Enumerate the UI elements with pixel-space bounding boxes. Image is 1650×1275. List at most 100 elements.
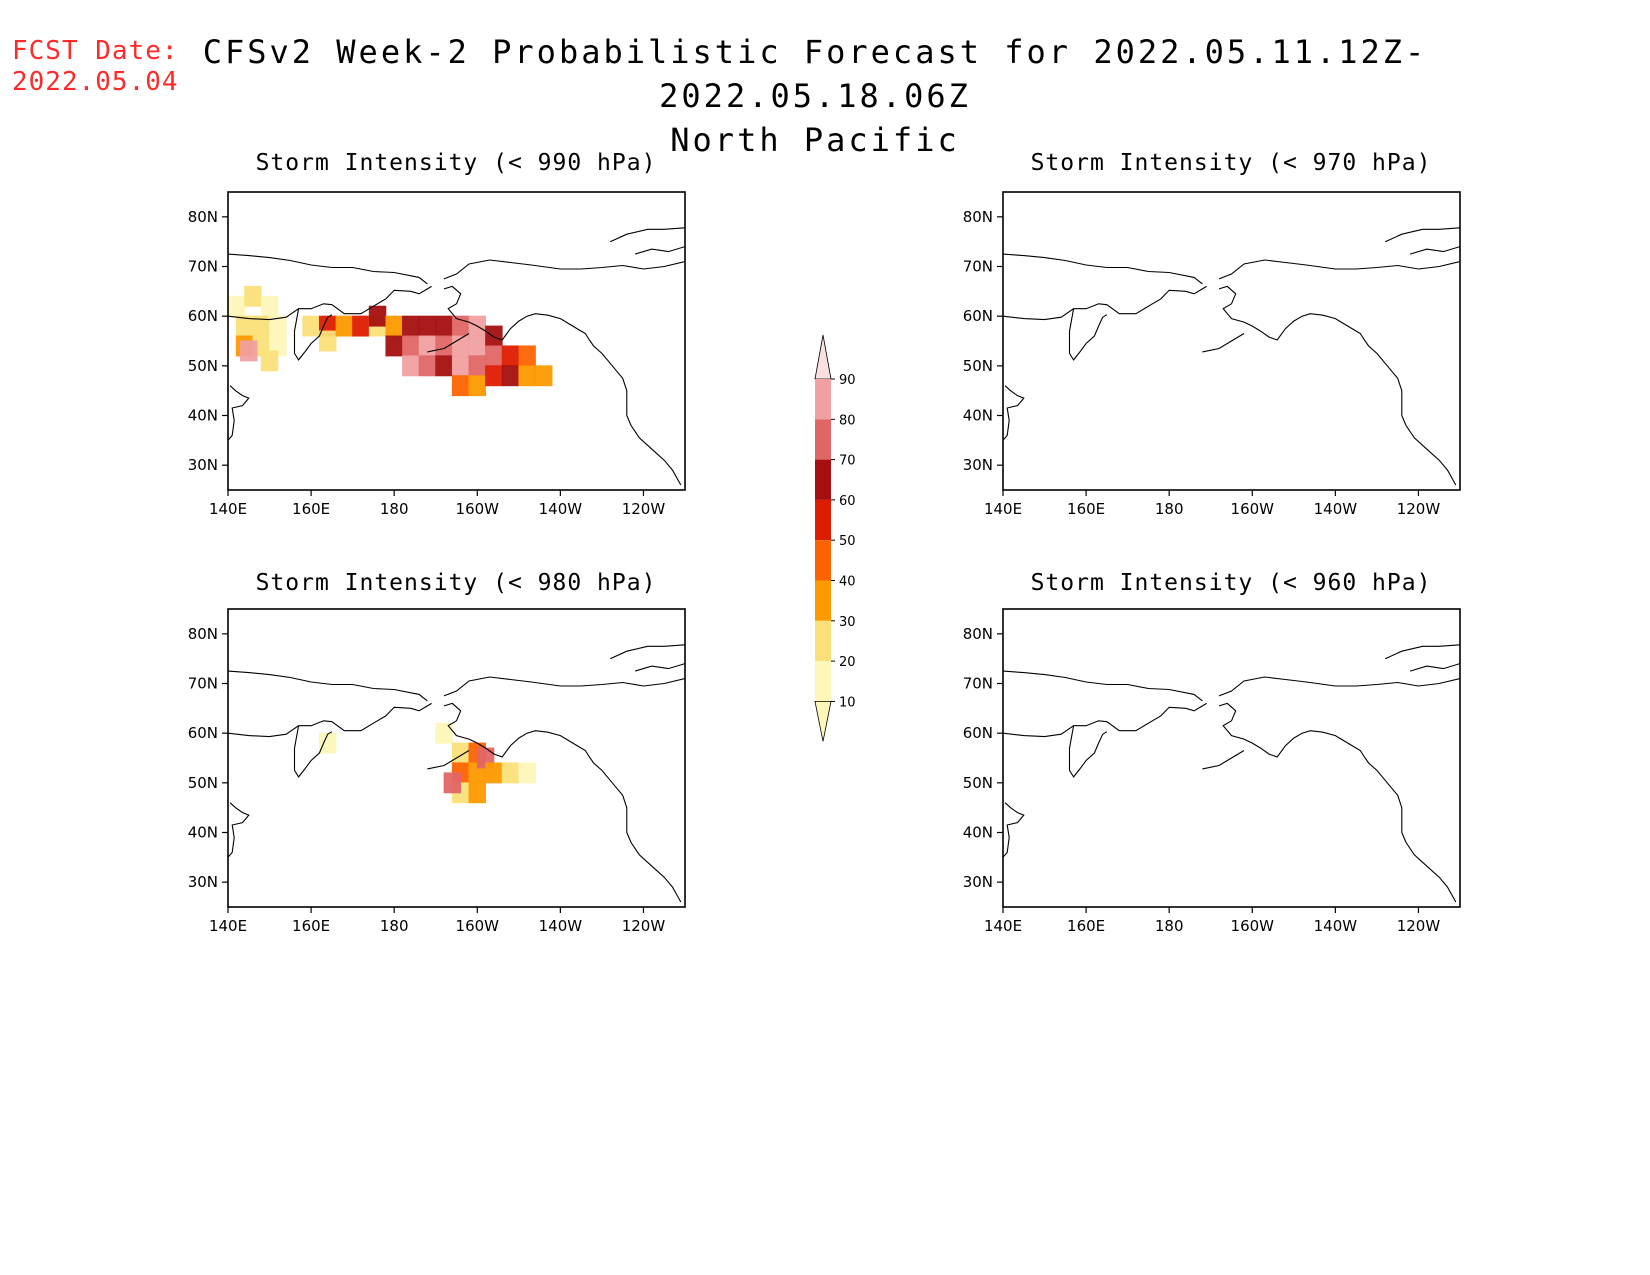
lat-tick-label: 60N xyxy=(188,724,218,742)
probability-field xyxy=(228,227,685,486)
arctic-islands-coastline xyxy=(609,227,685,243)
arctic-archipelago-coastline xyxy=(634,246,685,255)
siberia-arctic-coastline xyxy=(1003,253,1203,285)
lon-tick-label: 160E xyxy=(1067,917,1105,935)
siberia-pacific-coastline xyxy=(228,702,432,738)
colorbar-swatch xyxy=(815,620,831,662)
arctic-archipelago-coastline xyxy=(634,663,685,672)
lon-tick-label: 140W xyxy=(539,500,583,518)
alaska-coastline xyxy=(1218,702,1457,903)
lat-tick-label: 80N xyxy=(188,208,218,226)
lon-tick-label: 140W xyxy=(539,917,583,935)
alaska-arctic-coastline xyxy=(1218,676,1460,697)
aleutian-chain xyxy=(1202,750,1245,770)
colorbar-swatch xyxy=(815,499,831,541)
lat-tick-label: 60N xyxy=(963,307,993,325)
probability-cell xyxy=(451,315,470,337)
probability-cell xyxy=(443,772,462,794)
probability-field xyxy=(1003,227,1460,486)
lon-tick-label: 160W xyxy=(1231,500,1275,518)
probability-cell xyxy=(418,335,437,357)
lat-tick-label: 50N xyxy=(963,774,993,792)
probability-cell xyxy=(318,732,337,754)
probability-cell xyxy=(468,782,486,804)
colorbar-swatch xyxy=(815,540,831,581)
panel-title-990: Storm Intensity (< 990 hPa) xyxy=(255,150,657,176)
japan-coastline xyxy=(1003,802,1025,858)
probability-cell xyxy=(518,762,536,784)
kamchatka-coastline xyxy=(293,308,333,361)
lat-tick-label: 30N xyxy=(188,456,218,474)
probability-cell xyxy=(252,315,270,337)
japan-coastline xyxy=(228,802,250,858)
aleutian-chain xyxy=(1202,333,1245,353)
plot-frame xyxy=(1002,608,1461,908)
alaska-coastline xyxy=(1218,285,1457,486)
colorbar-label: 70 xyxy=(839,454,856,469)
probability-cell xyxy=(468,355,486,377)
kamchatka-coastline xyxy=(1068,308,1108,361)
lon-tick-label: 160W xyxy=(456,500,500,518)
probability-cell xyxy=(335,315,354,337)
probability-cell xyxy=(402,315,420,337)
lat-tick-label: 60N xyxy=(188,307,218,325)
colorbar-label: 50 xyxy=(839,534,856,549)
panel-title-970: Storm Intensity (< 970 hPa) xyxy=(1030,150,1432,176)
plot-frame xyxy=(227,608,686,908)
lon-tick-label: 140E xyxy=(209,917,247,935)
panel-title-960: Storm Intensity (< 960 hPa) xyxy=(1030,570,1432,596)
lat-tick-label: 70N xyxy=(963,258,993,276)
colorbar-label: 80 xyxy=(839,413,856,428)
siberia-arctic-coastline xyxy=(228,670,428,702)
probability-cell xyxy=(352,315,370,337)
lon-tick-label: 140E xyxy=(209,500,247,518)
probability-cell xyxy=(368,305,387,327)
probability-cell xyxy=(235,315,254,337)
panel-title-980: Storm Intensity (< 980 hPa) xyxy=(255,570,657,596)
probability-cell xyxy=(535,365,553,387)
lon-tick-label: 140E xyxy=(984,500,1022,518)
lat-tick-label: 80N xyxy=(188,625,218,643)
forecast-date-value: 2022.05.04 xyxy=(12,67,179,97)
probability-cell xyxy=(418,355,437,377)
aleutian-chain xyxy=(427,333,470,353)
alaska-coastline xyxy=(443,285,682,486)
probability-cell xyxy=(485,365,503,387)
lat-tick-label: 40N xyxy=(963,824,993,842)
probability-cell xyxy=(501,365,520,387)
siberia-pacific-coastline xyxy=(228,285,432,321)
title-line-1: CFSv2 Week-2 Probabilistic Forecast for … xyxy=(202,33,1428,115)
title-line-2: North Pacific xyxy=(670,121,960,159)
page-title: CFSv2 Week-2 Probabilistic Forecast for … xyxy=(150,30,1480,162)
kamchatka-coastline xyxy=(1068,725,1108,778)
aleutian-chain xyxy=(427,750,470,770)
siberia-arctic-coastline xyxy=(228,253,428,285)
arctic-archipelago-coastline xyxy=(1409,663,1460,672)
colorbar-top-cap xyxy=(814,334,832,380)
probability-cell xyxy=(518,365,536,387)
arctic-islands-coastline xyxy=(1384,644,1460,660)
siberia-arctic-coastline xyxy=(1003,670,1203,702)
lat-tick-label: 40N xyxy=(188,407,218,425)
lon-tick-label: 120W xyxy=(1397,917,1441,935)
probability-cell xyxy=(501,762,520,784)
colorbar: 90 80 70 60 50 40 30 20 10 xyxy=(814,334,856,742)
map-panel-980: 140E 160E 180 160W 140W 120W 80N 70N 60N 50N 40N 30… xyxy=(188,608,686,935)
colorbar-swatch xyxy=(815,661,831,702)
lat-tick-label: 70N xyxy=(963,675,993,693)
lat-tick-label: 30N xyxy=(963,873,993,891)
probability-cell xyxy=(451,742,470,764)
probability-cell xyxy=(451,355,470,377)
map-panel-960: 140E 160E 180 160W 140W 120W 80N 70N 60N 50N 40N 30… xyxy=(963,608,1461,935)
lat-tick-label: 80N xyxy=(963,208,993,226)
lon-tick-label: 160E xyxy=(292,500,330,518)
alaska-arctic-coastline xyxy=(443,676,685,697)
lat-tick-label: 70N xyxy=(188,675,218,693)
colorbar-label: 20 xyxy=(839,655,856,670)
lon-tick-label: 160W xyxy=(1231,917,1275,935)
lon-tick-label: 140W xyxy=(1314,917,1358,935)
lon-tick-label: 120W xyxy=(622,500,666,518)
lon-tick-label: 180 xyxy=(380,917,409,935)
colorbar-swatch xyxy=(815,419,831,460)
probability-cell xyxy=(228,295,246,317)
